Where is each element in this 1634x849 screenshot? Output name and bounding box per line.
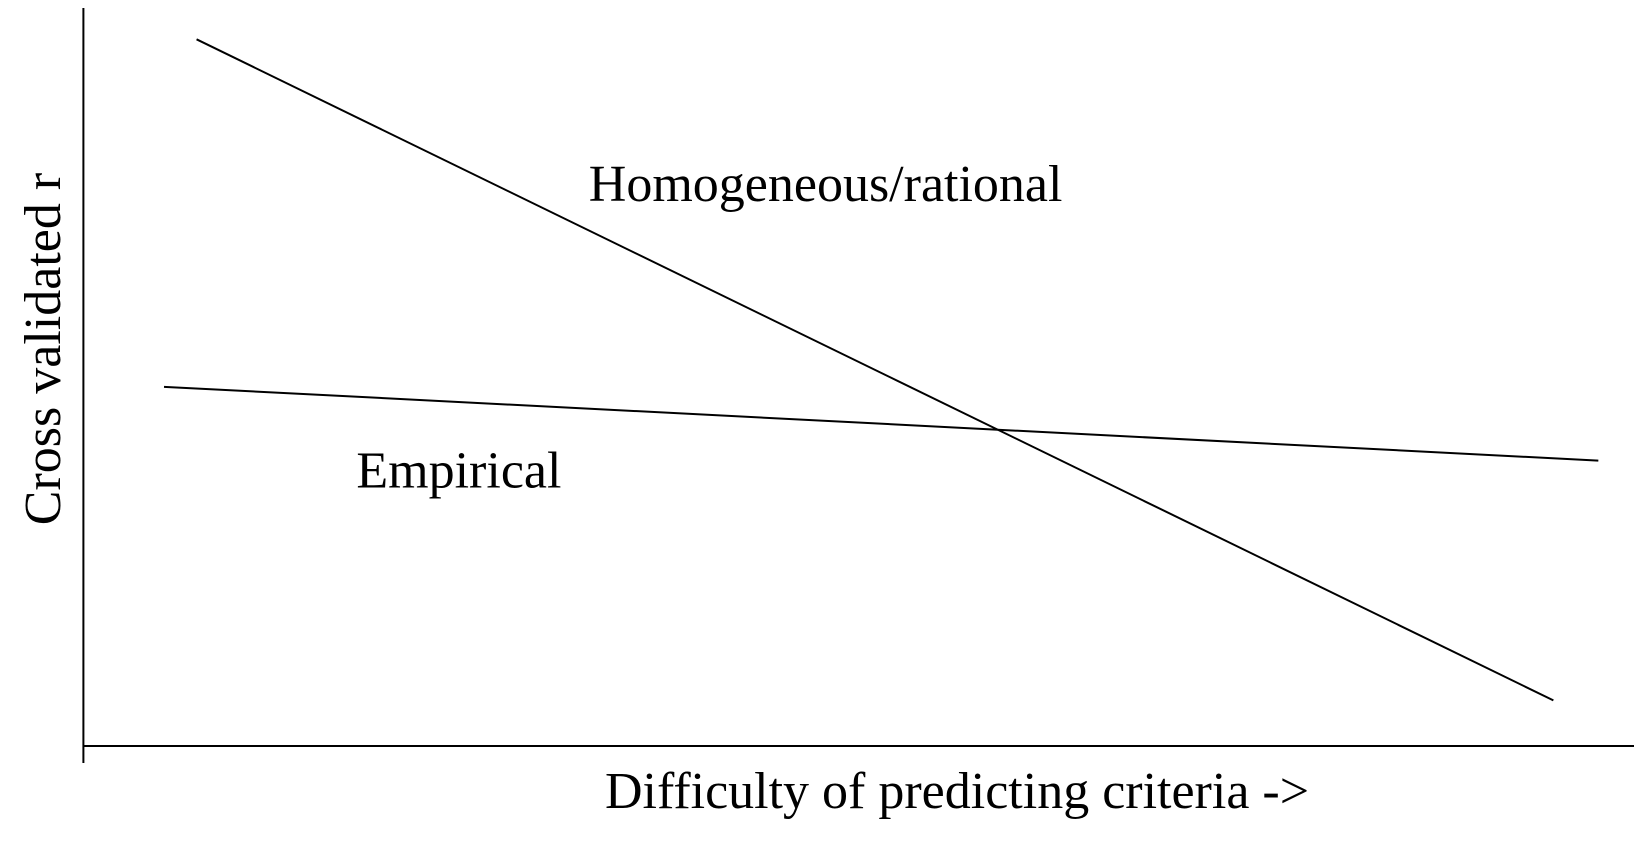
series-label: Empirical bbox=[356, 443, 561, 500]
series-line bbox=[163, 385, 1599, 462]
series-label: Homogeneous/rational bbox=[589, 156, 1063, 213]
series-line bbox=[196, 38, 1554, 702]
x-axis-label: Difficulty of predicting criteria -> bbox=[605, 763, 1309, 820]
y-axis-label: Cross validated r bbox=[15, 173, 72, 525]
